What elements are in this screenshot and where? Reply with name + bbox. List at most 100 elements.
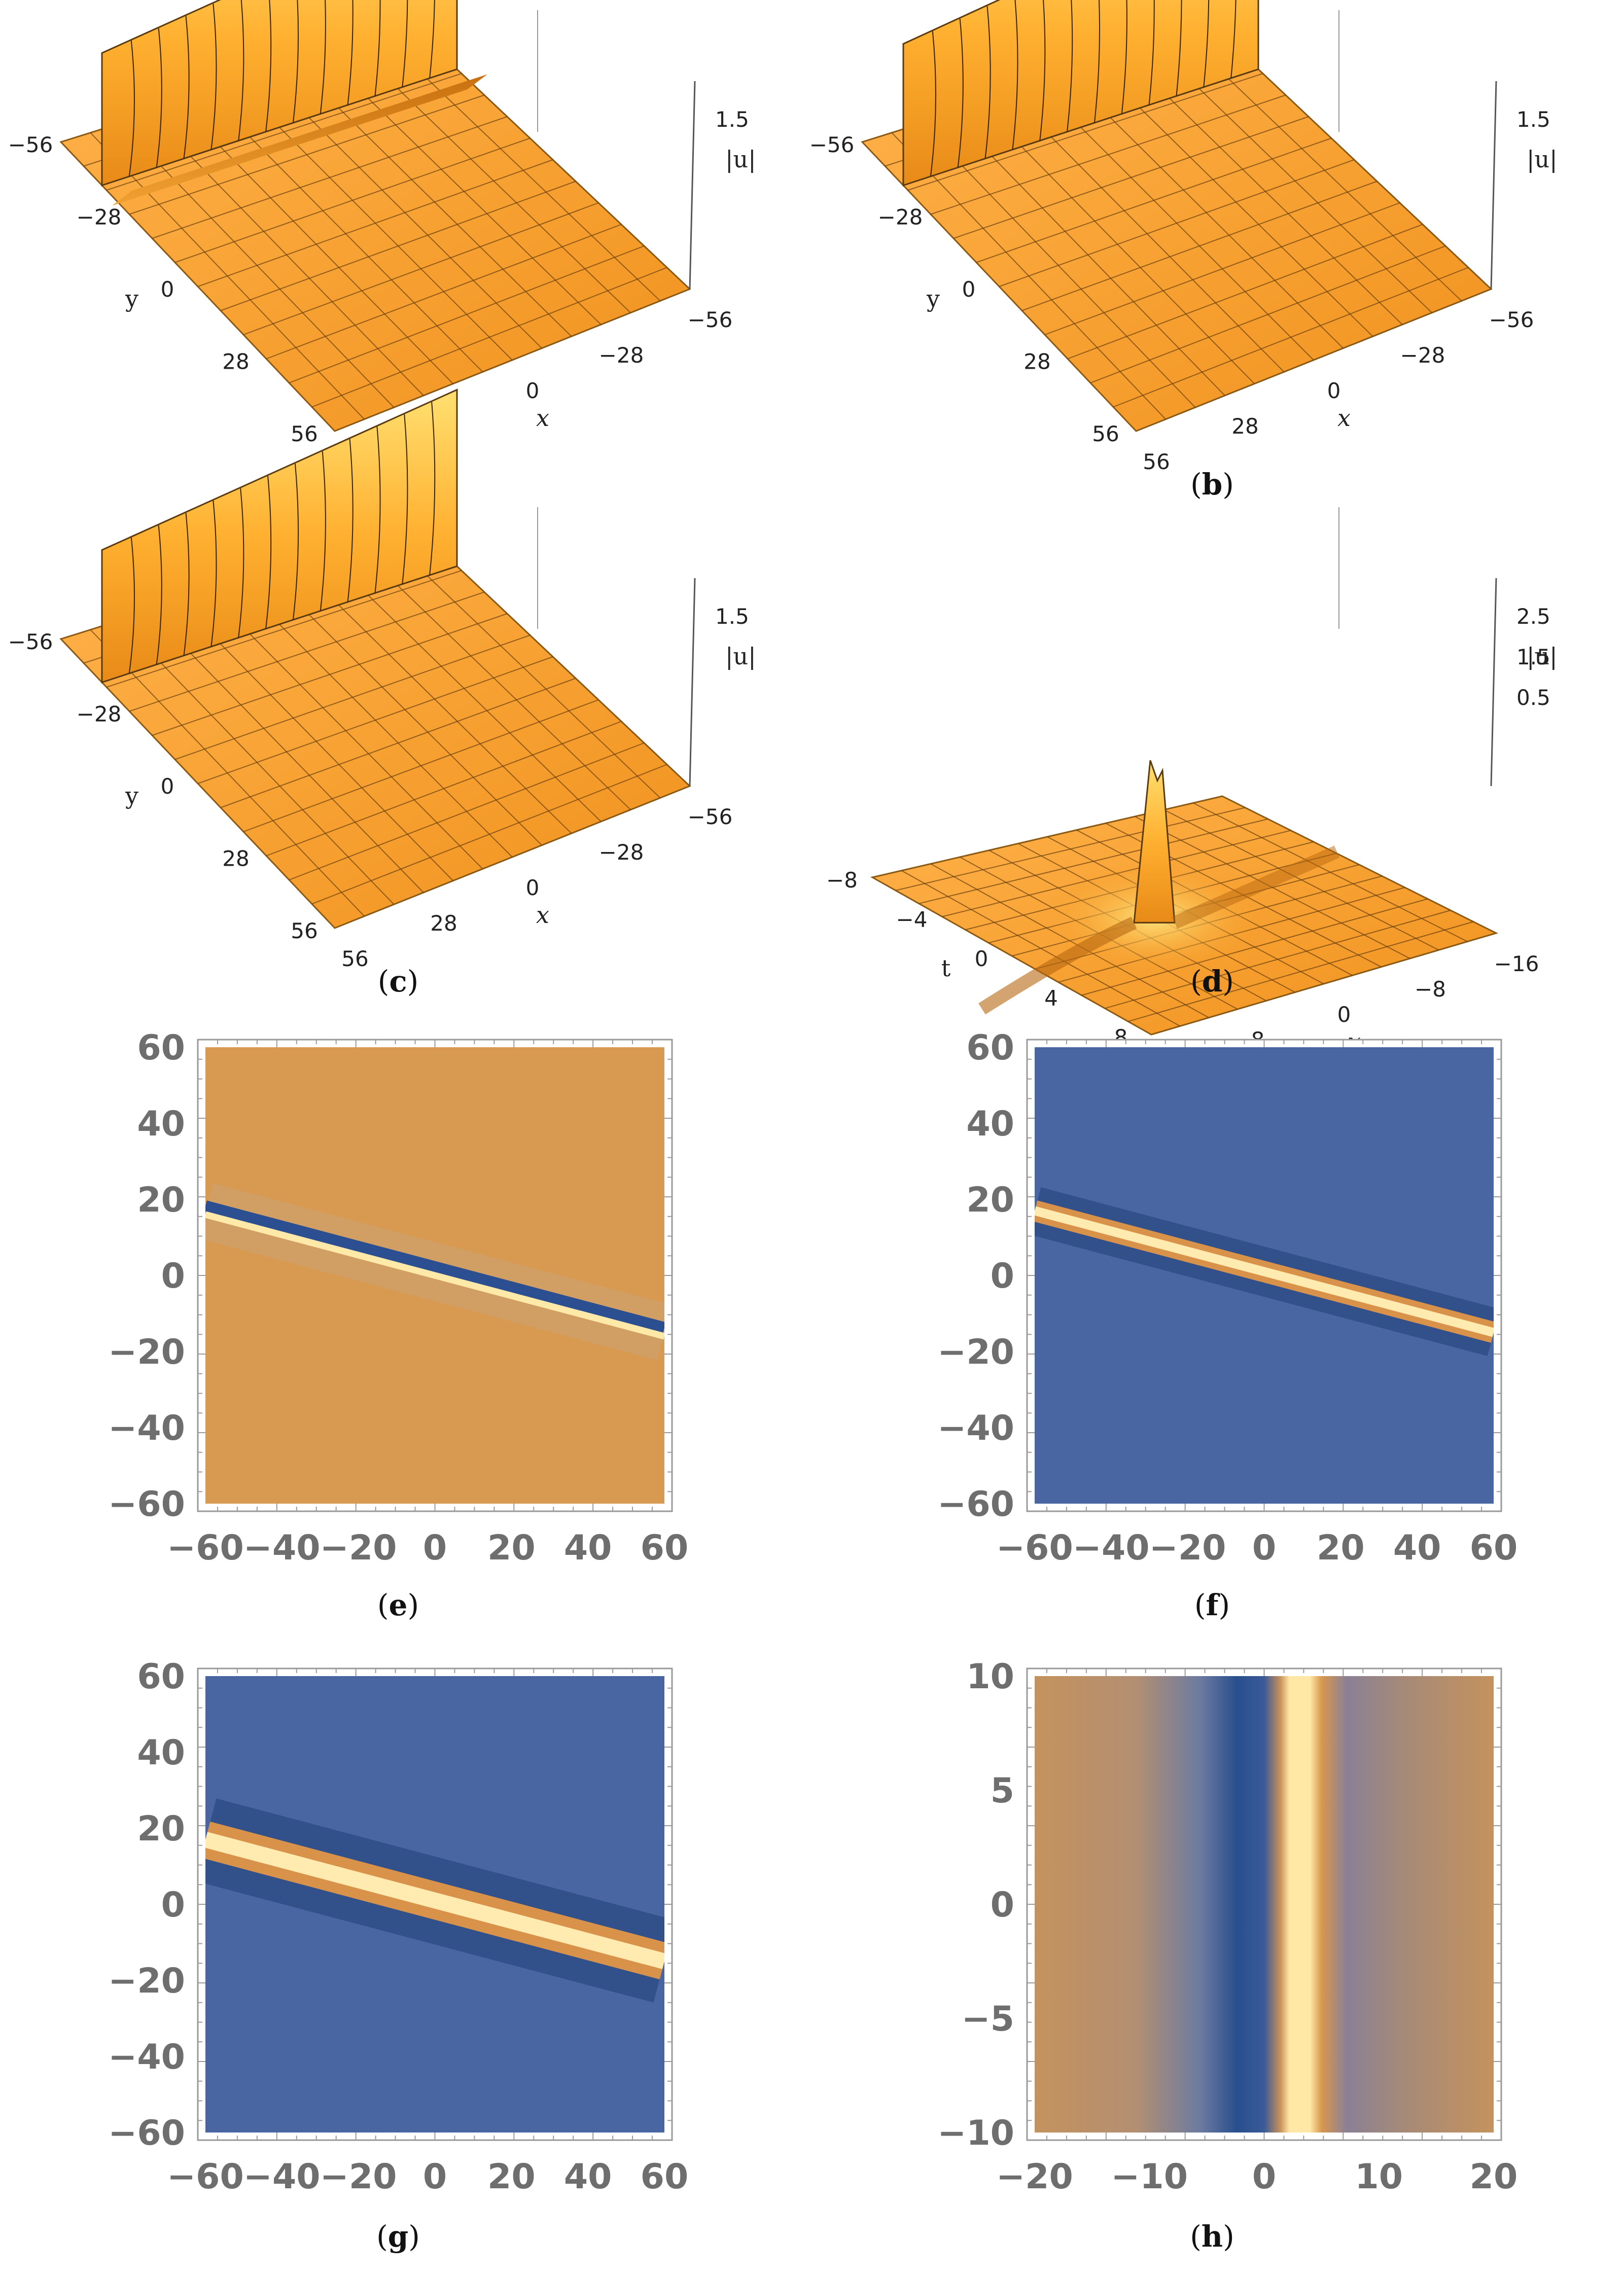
wall-mesh-line — [429, 402, 436, 576]
x-tick-label: −20 — [996, 2157, 1073, 2197]
wall-mesh-line — [957, 18, 964, 168]
z-axis-line — [689, 578, 696, 787]
y-axis-label: y — [125, 285, 138, 312]
soliton-band — [205, 1798, 664, 2003]
wall-mesh-line — [320, 0, 326, 114]
grid-line — [1193, 802, 1468, 942]
wall-mesh-line — [238, 0, 244, 141]
y-tick-label: −8 — [826, 868, 858, 893]
grid-line — [311, 764, 667, 905]
wall-mesh-line — [292, 0, 299, 123]
y-tick-label: 20 — [137, 1809, 185, 1849]
wall-mesh-line — [374, 427, 381, 593]
x-tick-label: 10 — [1355, 2157, 1403, 2197]
y-tick-label: 0 — [962, 277, 976, 302]
y-tick-label: 5 — [991, 1771, 1014, 1811]
wall-mesh-line — [1121, 0, 1127, 114]
grid-line — [1163, 809, 1439, 951]
x-axis-label: x — [536, 404, 549, 432]
wall-mesh-line — [1176, 0, 1182, 96]
x-tick-label: −60 — [167, 1528, 244, 1568]
x-tick-label: 0 — [1252, 2157, 1276, 2197]
y-tick-label: 56 — [291, 421, 317, 446]
x-tick-label: −56 — [1489, 307, 1534, 332]
x-tick-label: −60 — [996, 1528, 1073, 1568]
y-axis-label: t — [941, 954, 951, 982]
wall-mesh-line — [183, 16, 190, 159]
z-tick-label: 1.5 — [1516, 645, 1550, 669]
z-axis-label: |u| — [725, 643, 756, 670]
wall-mesh-line — [183, 513, 190, 656]
y-tick-label: 0 — [161, 1256, 185, 1296]
y-tick-label: −20 — [937, 1332, 1014, 1372]
z-axis-label: |u| — [725, 146, 756, 173]
x-tick-label: −40 — [1073, 1528, 1150, 1568]
wall-mesh-line — [238, 488, 244, 638]
y-tick-label: 28 — [222, 846, 249, 871]
y-tick-label: 40 — [137, 1104, 185, 1144]
z-axis-line — [1490, 578, 1497, 787]
wall-mesh-line — [128, 41, 135, 177]
panel-caption: (d) — [1190, 964, 1234, 999]
wall-mesh-line — [210, 4, 217, 150]
wall-mesh-line — [984, 6, 991, 159]
wall-mesh-line — [156, 525, 162, 665]
panel-caption: (e) — [377, 1588, 419, 1622]
x-tick-label: 20 — [487, 1528, 536, 1568]
surface-panel: −56 −28 0 28 56 −56 −28 0 28 56 1.5 y x |u| — [809, 0, 1558, 474]
y-tick-label: 0 — [991, 1885, 1014, 1925]
wall-mesh-line — [292, 464, 299, 620]
y-axis-label: y — [125, 782, 138, 809]
panel-caption: (c) — [378, 964, 419, 999]
y-tick-label: −56 — [8, 629, 53, 654]
wall-mesh-line — [930, 31, 936, 177]
band-dark — [205, 1200, 664, 1333]
panel-caption: (f) — [1194, 1588, 1230, 1622]
x-tick-label: 0 — [1327, 378, 1341, 403]
wall-mesh-line — [156, 28, 162, 168]
wall-mesh-line — [1067, 0, 1073, 132]
y-tick-label: −28 — [878, 205, 923, 230]
x-tick-label: 20 — [1470, 2157, 1518, 2197]
x-tick-label: 20 — [487, 2157, 536, 2197]
grid-line — [385, 536, 661, 799]
x-tick-label: 28 — [1231, 414, 1258, 439]
density-field — [1035, 1676, 1494, 2133]
x-tick-label: 56 — [341, 946, 368, 971]
grid-line — [1127, 921, 1474, 1022]
x-tick-label: −8 — [1415, 977, 1446, 1002]
y-tick-label: −60 — [937, 1484, 1014, 1524]
wall-mesh-line — [1148, 0, 1155, 105]
wall-mesh-line — [402, 0, 408, 87]
z-tick-label: 0.5 — [1516, 685, 1550, 710]
grid-line — [385, 39, 661, 302]
wall-mesh-line — [320, 451, 326, 611]
panel-caption: (h) — [1190, 2219, 1234, 2254]
z-axis-label: |u| — [1527, 643, 1558, 670]
x-tick-label: 0 — [526, 875, 540, 900]
x-axis-label: x — [536, 901, 549, 929]
trough-right — [1172, 845, 1340, 929]
band-bright — [205, 1211, 664, 1340]
x-tick-label: −40 — [243, 1528, 321, 1568]
z-tick-label: 1.5 — [715, 604, 749, 629]
y-tick-label: 0 — [975, 946, 988, 971]
x-axis-label: x — [1337, 404, 1351, 432]
z-tick-label: 1.5 — [1516, 107, 1550, 132]
trough-left — [978, 916, 1137, 1015]
y-tick-label: −56 — [809, 132, 855, 157]
y-axis-label: y — [926, 285, 940, 312]
y-tick-label: 20 — [966, 1180, 1014, 1220]
x-tick-label: 28 — [430, 911, 457, 936]
x-tick-label: 60 — [641, 1528, 689, 1568]
grid-line — [1187, 39, 1462, 302]
y-tick-label: 28 — [222, 349, 249, 374]
y-tick-label: 40 — [966, 1104, 1014, 1144]
y-tick-label: 0 — [161, 774, 174, 799]
x-tick-label: −20 — [1149, 1528, 1226, 1568]
y-tick-label: −10 — [937, 2113, 1014, 2153]
soliton-wall — [101, 0, 458, 187]
x-tick-label: −56 — [688, 804, 733, 829]
